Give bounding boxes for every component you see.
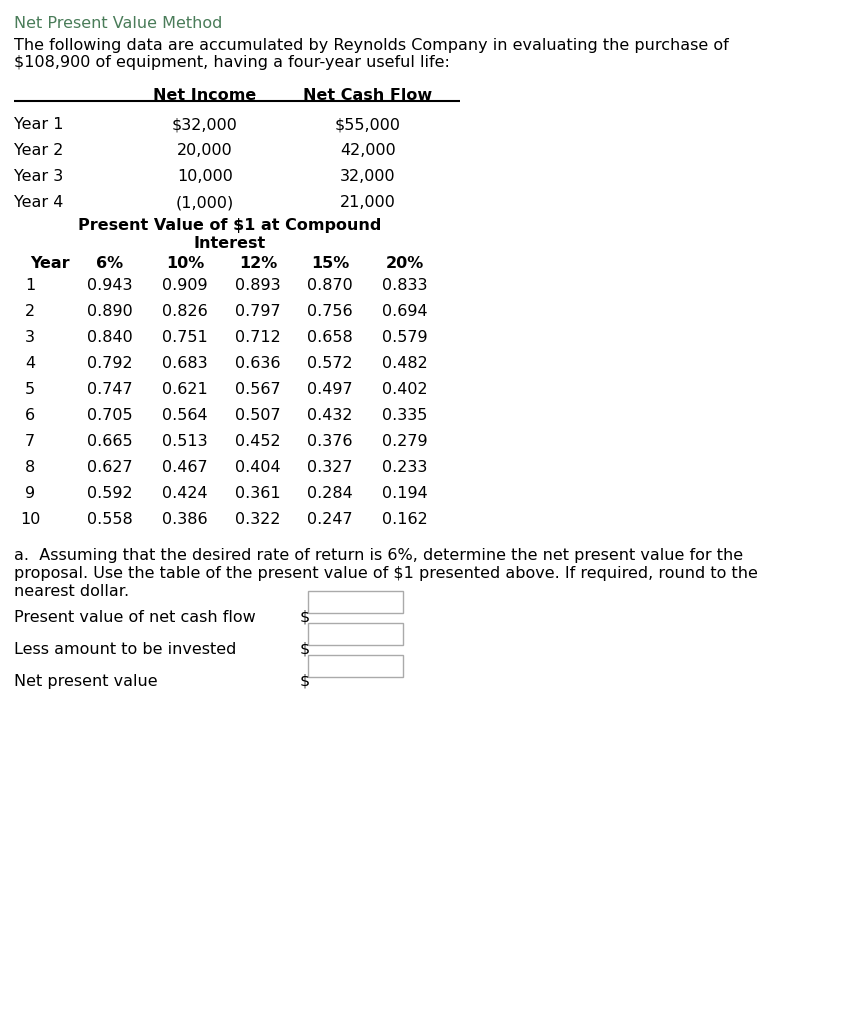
Text: 0.247: 0.247 — [307, 512, 353, 527]
Text: 0.893: 0.893 — [235, 278, 281, 293]
Text: 0.665: 0.665 — [88, 434, 133, 449]
Text: 0.694: 0.694 — [382, 304, 428, 319]
Text: $32,000: $32,000 — [172, 117, 238, 132]
Text: 0.322: 0.322 — [235, 512, 281, 527]
Text: 42,000: 42,000 — [340, 143, 396, 158]
Text: 12%: 12% — [239, 256, 277, 271]
Text: 0.279: 0.279 — [382, 434, 428, 449]
Text: $: $ — [300, 642, 311, 657]
Text: 5: 5 — [25, 382, 35, 397]
Text: 10: 10 — [20, 512, 40, 527]
Text: Interest: Interest — [194, 236, 266, 251]
Text: 0.507: 0.507 — [235, 408, 281, 423]
Text: 0.233: 0.233 — [383, 460, 427, 475]
Text: 4: 4 — [25, 356, 35, 371]
Bar — [308, 623, 403, 645]
Text: 0.194: 0.194 — [382, 486, 428, 501]
Text: 0.335: 0.335 — [383, 408, 427, 423]
Text: 0.756: 0.756 — [307, 304, 353, 319]
Text: 3: 3 — [25, 330, 35, 345]
Text: $: $ — [300, 610, 311, 625]
Bar — [308, 655, 403, 677]
Text: Net Income: Net Income — [154, 88, 257, 103]
Text: 0.747: 0.747 — [88, 382, 133, 397]
Text: 0.683: 0.683 — [162, 356, 208, 371]
Text: 10,000: 10,000 — [177, 169, 233, 184]
Text: 6: 6 — [25, 408, 35, 423]
Text: 6%: 6% — [96, 256, 124, 271]
Text: 0.432: 0.432 — [307, 408, 353, 423]
Text: Net Present Value Method: Net Present Value Method — [14, 16, 222, 31]
Text: 0.797: 0.797 — [235, 304, 281, 319]
Text: 15%: 15% — [311, 256, 349, 271]
Text: 0.627: 0.627 — [88, 460, 133, 475]
Text: 10%: 10% — [166, 256, 204, 271]
Bar — [308, 591, 403, 613]
Text: proposal. Use the table of the present value of $1 presented above. If required,: proposal. Use the table of the present v… — [14, 566, 758, 581]
Text: Present value of net cash flow: Present value of net cash flow — [14, 610, 256, 625]
Text: Year 1: Year 1 — [14, 117, 63, 132]
Text: 0.890: 0.890 — [88, 304, 133, 319]
Text: 0.712: 0.712 — [235, 330, 281, 345]
Text: 0.376: 0.376 — [307, 434, 353, 449]
Text: 0.592: 0.592 — [88, 486, 133, 501]
Text: 0.909: 0.909 — [162, 278, 208, 293]
Text: 0.564: 0.564 — [162, 408, 208, 423]
Text: 0.482: 0.482 — [382, 356, 428, 371]
Text: 0.840: 0.840 — [88, 330, 133, 345]
Text: 0.452: 0.452 — [235, 434, 281, 449]
Text: $55,000: $55,000 — [335, 117, 401, 132]
Text: 0.567: 0.567 — [235, 382, 281, 397]
Text: 0.402: 0.402 — [382, 382, 428, 397]
Text: The following data are accumulated by Reynolds Company in evaluating the purchas: The following data are accumulated by Re… — [14, 38, 728, 53]
Text: $: $ — [300, 674, 311, 689]
Text: 7: 7 — [25, 434, 35, 449]
Text: 8: 8 — [25, 460, 35, 475]
Text: Year 3: Year 3 — [14, 169, 63, 184]
Text: 0.162: 0.162 — [382, 512, 428, 527]
Text: 0.705: 0.705 — [88, 408, 133, 423]
Text: 0.826: 0.826 — [162, 304, 208, 319]
Text: 0.870: 0.870 — [307, 278, 353, 293]
Text: 0.792: 0.792 — [88, 356, 133, 371]
Text: Net Cash Flow: Net Cash Flow — [304, 88, 432, 103]
Text: 0.467: 0.467 — [162, 460, 208, 475]
Text: 0.327: 0.327 — [307, 460, 353, 475]
Text: 0.572: 0.572 — [307, 356, 353, 371]
Text: Year 4: Year 4 — [14, 195, 63, 210]
Text: 0.833: 0.833 — [383, 278, 428, 293]
Text: 0.751: 0.751 — [162, 330, 208, 345]
Text: 20,000: 20,000 — [177, 143, 233, 158]
Text: 0.558: 0.558 — [88, 512, 133, 527]
Text: $108,900 of equipment, having a four-year useful life:: $108,900 of equipment, having a four-yea… — [14, 55, 450, 70]
Text: Less amount to be invested: Less amount to be invested — [14, 642, 236, 657]
Text: Year: Year — [30, 256, 69, 271]
Text: 20%: 20% — [386, 256, 424, 271]
Text: nearest dollar.: nearest dollar. — [14, 584, 129, 599]
Text: 21,000: 21,000 — [340, 195, 396, 210]
Text: 0.621: 0.621 — [162, 382, 208, 397]
Text: (1,000): (1,000) — [176, 195, 234, 210]
Text: 2: 2 — [25, 304, 35, 319]
Text: 0.424: 0.424 — [162, 486, 208, 501]
Text: 0.943: 0.943 — [88, 278, 133, 293]
Text: 1: 1 — [25, 278, 35, 293]
Text: 0.636: 0.636 — [235, 356, 281, 371]
Text: 0.579: 0.579 — [382, 330, 428, 345]
Text: 0.658: 0.658 — [307, 330, 353, 345]
Text: 0.513: 0.513 — [162, 434, 208, 449]
Text: Present Value of $1 at Compound: Present Value of $1 at Compound — [78, 218, 382, 233]
Text: 32,000: 32,000 — [340, 169, 396, 184]
Text: 0.284: 0.284 — [307, 486, 353, 501]
Text: Year 2: Year 2 — [14, 143, 63, 158]
Text: a.  Assuming that the desired rate of return is 6%, determine the net present va: a. Assuming that the desired rate of ret… — [14, 548, 743, 563]
Text: 9: 9 — [25, 486, 35, 501]
Text: 0.404: 0.404 — [235, 460, 281, 475]
Text: 0.361: 0.361 — [235, 486, 281, 501]
Text: Net present value: Net present value — [14, 674, 158, 689]
Text: 0.386: 0.386 — [162, 512, 208, 527]
Text: 0.497: 0.497 — [307, 382, 353, 397]
